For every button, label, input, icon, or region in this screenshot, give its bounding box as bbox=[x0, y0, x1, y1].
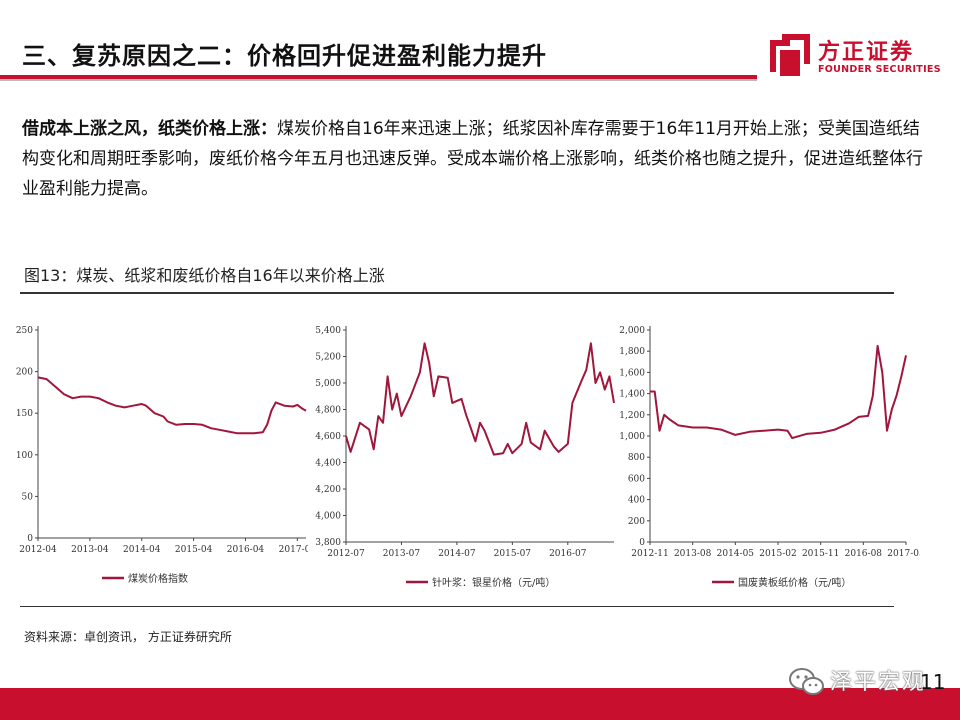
y-tick-label: 5,200 bbox=[315, 353, 341, 363]
data-source-note: 资料来源：卓创资讯， 方正证券研究所 bbox=[24, 630, 232, 644]
title-underline-red bbox=[0, 75, 757, 79]
x-tick-label: 2015-07 bbox=[494, 549, 532, 559]
y-tick-label: 4,600 bbox=[315, 432, 341, 442]
x-tick-label: 2016-04 bbox=[227, 545, 265, 555]
x-tick-label: 2013-07 bbox=[383, 549, 421, 559]
x-tick-label: 2012-11 bbox=[631, 549, 668, 559]
x-tick-label: 2014-05 bbox=[717, 549, 755, 559]
y-tick-label: 50 bbox=[22, 492, 34, 502]
series-line bbox=[345, 342, 615, 456]
y-tick-label: 1,200 bbox=[619, 411, 645, 421]
logo-mark-icon bbox=[770, 34, 810, 76]
y-tick-label: 1,600 bbox=[619, 368, 645, 378]
y-tick-label: 1,400 bbox=[619, 390, 645, 400]
y-tick-label: 2,000 bbox=[619, 326, 645, 336]
x-tick-label: 2015-02 bbox=[759, 549, 796, 559]
title-underline-gray bbox=[0, 79, 757, 81]
y-tick-label: 5,000 bbox=[315, 379, 341, 389]
x-tick-label: 2017-05 bbox=[887, 549, 920, 559]
x-tick-label: 2013-04 bbox=[71, 545, 109, 555]
y-tick-label: 4,000 bbox=[315, 512, 341, 522]
x-tick-label: 2012-07 bbox=[327, 549, 365, 559]
series-line bbox=[37, 376, 307, 435]
intro-lead: 借成本上涨之风，纸类价格上涨： bbox=[22, 119, 277, 139]
y-tick-label: 4,800 bbox=[315, 406, 341, 416]
y-tick-label: 0 bbox=[27, 534, 33, 544]
series-line bbox=[650, 344, 907, 440]
intro-body: 煤炭价格自16年来迅速上涨；纸浆因补库存需要于16年11月开始上涨；受美国造纸结… bbox=[22, 119, 923, 199]
figure-rule-top bbox=[20, 292, 894, 294]
x-tick-label: 2016-08 bbox=[845, 549, 883, 559]
x-tick-label: 2012-04 bbox=[19, 545, 57, 555]
y-tick-label: 600 bbox=[628, 474, 645, 484]
x-tick-label: 2016-07 bbox=[549, 549, 587, 559]
legend-label: 针叶浆：银星价格（元/吨） bbox=[432, 576, 555, 589]
legend-label: 煤炭价格指数 bbox=[128, 572, 188, 585]
y-tick-label: 0 bbox=[639, 538, 645, 548]
legend-label: 国废黄板纸价格（元/吨） bbox=[738, 576, 851, 589]
figure-rule-bottom bbox=[20, 606, 894, 607]
page-number: 11 bbox=[920, 670, 946, 694]
y-tick-label: 100 bbox=[16, 451, 33, 461]
x-tick-label: 2017-04 bbox=[279, 545, 308, 555]
logo-english-name: FOUNDER SECURITIES bbox=[818, 64, 941, 75]
y-tick-label: 1,000 bbox=[619, 432, 645, 442]
y-tick-label: 200 bbox=[16, 368, 33, 378]
y-tick-label: 800 bbox=[628, 453, 645, 463]
company-logo: 方正证券 FOUNDER SECURITIES bbox=[768, 30, 948, 82]
y-tick-label: 4,200 bbox=[315, 485, 341, 495]
watermark-text: 泽平宏观 bbox=[830, 670, 927, 695]
y-tick-label: 3,800 bbox=[315, 538, 341, 548]
figure-caption: 图13：煤炭、纸浆和废纸价格自16年以来价格上涨 bbox=[24, 266, 385, 285]
pulp-price-chart: 3,800 4,000 4,200 4,400 4,600 4,800 5,000 5,200… bbox=[315, 326, 615, 589]
x-tick-label: 2014-07 bbox=[438, 549, 476, 559]
intro-paragraph: 借成本上涨之风，纸类价格上涨：煤炭价格自16年来迅速上涨；纸浆因补库存需要于16… bbox=[22, 114, 924, 204]
footer-bar bbox=[0, 688, 960, 720]
x-tick-label: 2014-04 bbox=[123, 545, 161, 555]
wechat-icon bbox=[789, 668, 824, 695]
x-tick-label: 2015-04 bbox=[175, 545, 213, 555]
y-tick-label: 400 bbox=[628, 496, 645, 506]
y-tick-label: 1,800 bbox=[619, 347, 645, 357]
x-tick-label: 2015-11 bbox=[802, 549, 839, 559]
slide-title: 三、复苏原因之二：价格回升促进盈利能力提升 bbox=[22, 42, 547, 70]
coal-price-chart: 0 50 100 150 200 250 2012-04 2013-04 2014-04 2015… bbox=[16, 326, 308, 585]
logo-chinese-name: 方正证券 bbox=[818, 40, 915, 65]
y-tick-label: 4,400 bbox=[315, 459, 341, 469]
y-tick-label: 150 bbox=[16, 409, 33, 419]
y-tick-label: 200 bbox=[628, 517, 645, 527]
y-tick-label: 250 bbox=[16, 326, 33, 336]
x-tick-label: 2013-08 bbox=[674, 549, 712, 559]
y-tick-label: 5,400 bbox=[315, 326, 341, 336]
wastepaper-price-chart: 0 200 400 600 800 1,000 1,200 1,400 1,600 1,800 2,… bbox=[619, 326, 920, 589]
